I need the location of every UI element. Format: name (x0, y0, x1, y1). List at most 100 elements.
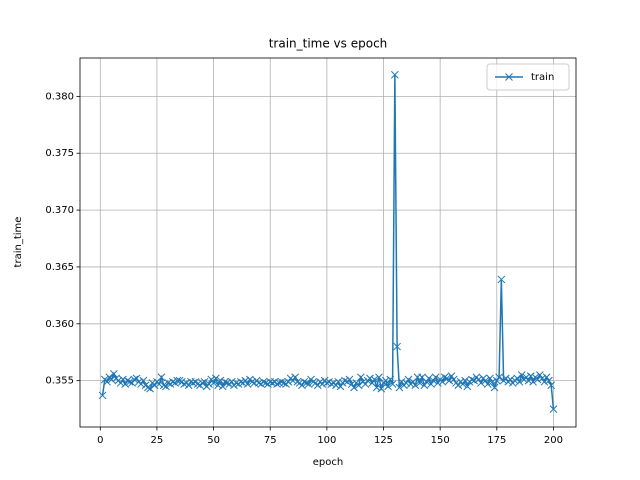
data-point (248, 377, 256, 386)
data-point (279, 379, 288, 387)
data-point (180, 380, 188, 388)
data-point (139, 376, 148, 385)
data-point (415, 379, 424, 387)
data-point (449, 375, 458, 384)
data-point (549, 405, 558, 413)
data-point (284, 377, 293, 386)
data-point (164, 379, 173, 387)
data-point (461, 376, 469, 385)
data-point (334, 377, 343, 386)
data-point (298, 381, 306, 390)
data-point (103, 377, 111, 386)
data-point (198, 379, 207, 387)
y-tick-label: 0.370 (45, 205, 74, 216)
data-point (216, 376, 225, 385)
data-point (397, 377, 406, 386)
data-point (289, 376, 297, 385)
data-point (384, 382, 392, 391)
data-point (483, 380, 492, 388)
data-point (429, 376, 438, 385)
data-point (173, 376, 182, 385)
data-point (200, 377, 209, 386)
y-tick-label: 0.365 (45, 262, 74, 273)
data-point (490, 383, 499, 392)
x-tick-label: 25 (151, 435, 164, 446)
data-point (486, 374, 494, 383)
data-point (123, 376, 132, 385)
data-point (137, 380, 145, 388)
data-point (524, 376, 533, 385)
data-point (502, 374, 510, 383)
data-point (386, 375, 395, 384)
data-point (536, 371, 544, 379)
data-point (98, 391, 107, 400)
data-point (529, 377, 537, 386)
data-point (431, 373, 440, 382)
data-point (175, 376, 184, 385)
data-point (146, 384, 154, 393)
data-point (218, 382, 227, 391)
data-point (470, 376, 479, 385)
x-axis-label: epoch (313, 457, 343, 468)
data-point (157, 373, 166, 382)
data-point (214, 381, 222, 390)
data-point (184, 381, 193, 390)
x-tick-label: 125 (374, 435, 393, 446)
data-point (440, 373, 449, 382)
data-point (497, 275, 506, 284)
data-point (243, 380, 252, 388)
data-point (542, 373, 551, 382)
data-point (372, 383, 381, 392)
data-point (463, 382, 472, 391)
data-point (241, 376, 250, 385)
data-point (155, 380, 164, 388)
data-point (438, 377, 447, 386)
data-point (323, 379, 331, 387)
data-point (293, 377, 302, 386)
data-point (300, 377, 309, 386)
data-point (116, 379, 125, 387)
data-point (304, 380, 313, 388)
data-point (302, 379, 311, 387)
data-point (232, 379, 241, 387)
data-point (130, 375, 139, 384)
data-point (420, 381, 429, 390)
data-point (168, 377, 177, 386)
data-point (547, 381, 556, 390)
plot (98, 70, 558, 413)
data-point (211, 374, 220, 383)
data-point (427, 380, 435, 388)
data-point (481, 376, 490, 385)
data-point (447, 372, 456, 380)
data-point (375, 373, 383, 382)
data-point (517, 371, 526, 379)
data-point (424, 374, 433, 383)
y-tick-label: 0.380 (45, 91, 74, 102)
x-tick-label: 50 (207, 435, 220, 446)
data-point (125, 377, 134, 386)
data-point (357, 373, 365, 382)
data-point (221, 377, 229, 386)
data-point (506, 375, 515, 384)
x-tick-label: 75 (264, 435, 277, 446)
data-point (540, 377, 549, 386)
data-point (159, 381, 168, 390)
data-point (318, 380, 327, 388)
legend: train (486, 63, 570, 91)
legend-label: train (531, 72, 554, 83)
data-point (393, 342, 401, 351)
data-point (526, 372, 535, 380)
data-point (207, 375, 216, 384)
data-point (458, 380, 467, 388)
legend-marker (505, 73, 513, 81)
data-point (545, 376, 553, 385)
data-point (119, 375, 127, 384)
data-point (538, 374, 546, 383)
data-point (533, 375, 542, 384)
data-point (495, 373, 503, 382)
data-point (354, 381, 363, 390)
data-point (332, 381, 340, 390)
data-point (227, 377, 236, 386)
data-point (402, 379, 411, 387)
